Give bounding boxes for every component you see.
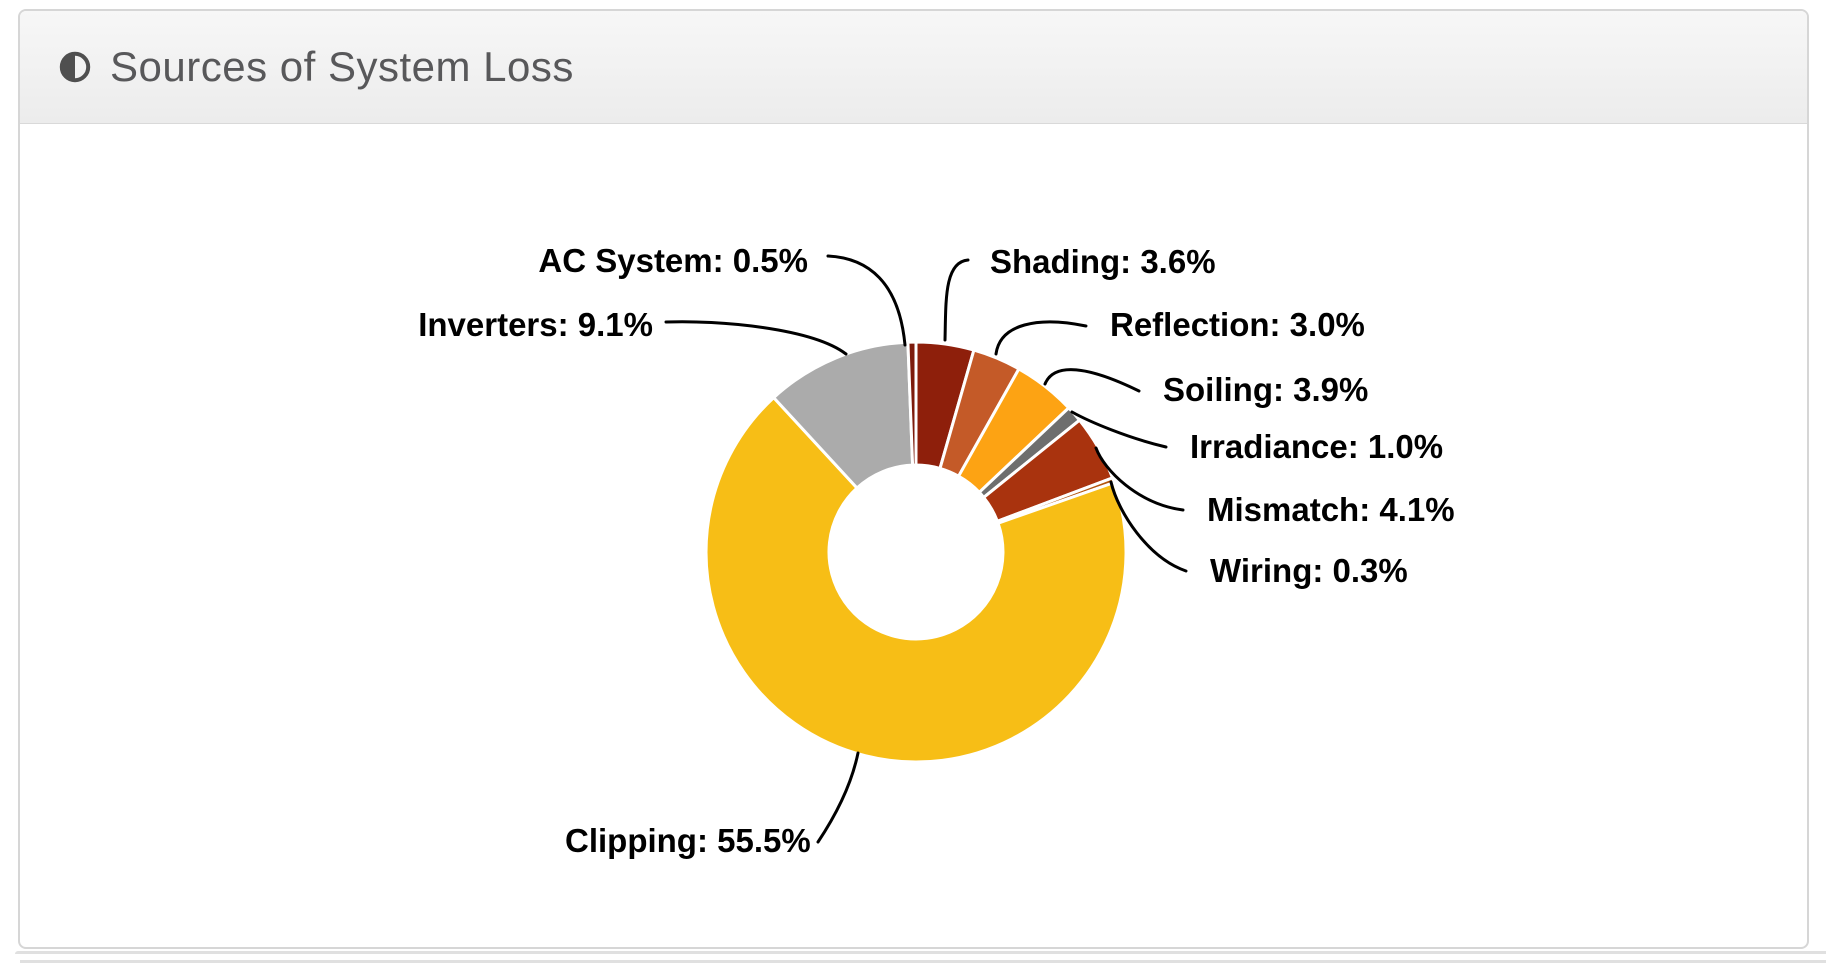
- leader-line-reflection: [994, 320, 1088, 356]
- leader-line-wiring: [1109, 480, 1188, 573]
- slice-ac-system[interactable]: [906, 340, 918, 467]
- leader-line-irradiance: [1070, 410, 1168, 449]
- slice-clipping[interactable]: [704, 396, 1128, 764]
- next-card-edge: [15, 951, 1826, 954]
- slice-label-inverters: Inverters: 9.1%: [418, 306, 653, 343]
- slice-label-soiling: Soiling: 3.9%: [1163, 371, 1368, 408]
- leader-line-clipping: [816, 751, 860, 844]
- card-title: Sources of System Loss: [110, 43, 574, 90]
- slice-inverters[interactable]: [772, 340, 915, 490]
- slice-label-shading: Shading: 3.6%: [990, 243, 1216, 280]
- leader-line-soiling: [1043, 368, 1141, 393]
- leader-line-ac-system: [826, 254, 907, 347]
- slice-label-mismatch: Mismatch: 4.1%: [1207, 491, 1455, 528]
- card-header: Sources of System Loss: [20, 11, 1807, 124]
- slice-label-clipping: Clipping: 55.5%: [565, 822, 811, 859]
- system-loss-card: Sources of System Loss: [18, 9, 1809, 949]
- adjust-icon: [59, 51, 91, 83]
- slice-label-ac-system: AC System: 0.5%: [538, 242, 808, 279]
- slice-label-irradiance: Irradiance: 1.0%: [1190, 428, 1443, 465]
- leader-line-mismatch: [1094, 446, 1185, 512]
- leader-line-inverters: [664, 320, 848, 356]
- next-card-edge: [20, 960, 1826, 963]
- slice-label-wiring: Wiring: 0.3%: [1210, 552, 1408, 589]
- slice-label-reflection: Reflection: 3.0%: [1110, 306, 1365, 343]
- leader-line-shading: [943, 258, 970, 342]
